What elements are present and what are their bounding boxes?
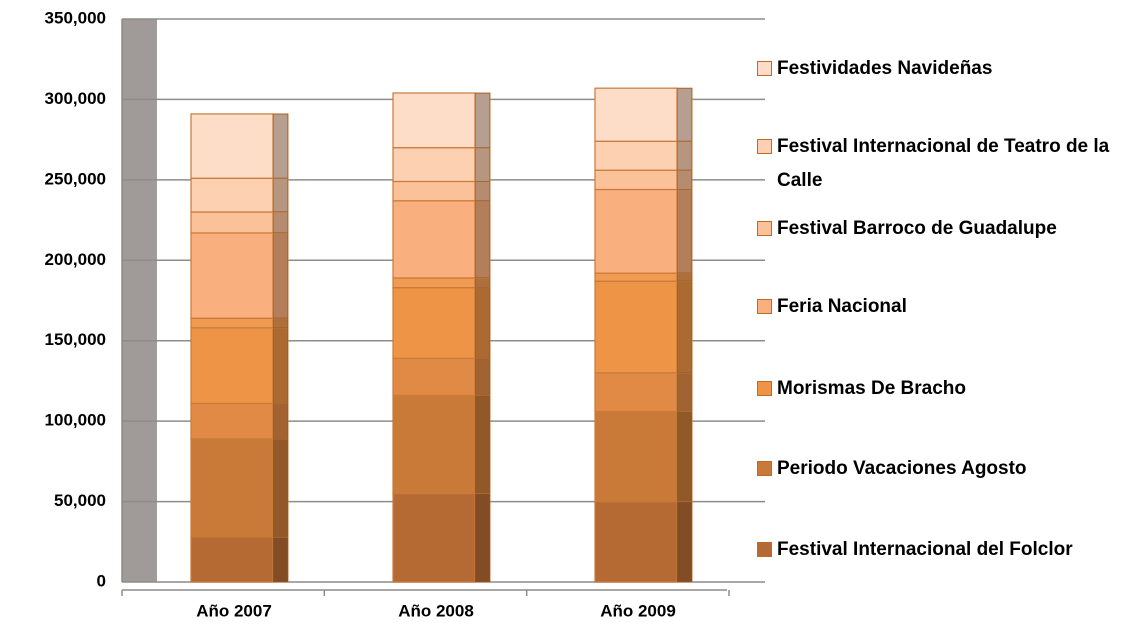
x-tick-label: Año 2009: [600, 601, 676, 620]
legend-label: Festival Internacional del Folclor: [777, 539, 1073, 560]
bar-side-shade: [475, 493, 490, 582]
y-tick-label: 300,000: [45, 89, 106, 108]
bar-segment: [190, 232, 274, 319]
y-tick-label: 350,000: [45, 8, 106, 27]
bar-side-shade: [475, 277, 490, 288]
bar-segment: [594, 272, 678, 282]
bar-side-shade: [677, 372, 692, 412]
bar-segment: [190, 317, 274, 329]
bar-segment: [594, 188, 678, 274]
bar-segment: [594, 87, 678, 142]
y-tick-label: 50,000: [54, 491, 106, 510]
bar-segment: [190, 327, 274, 405]
legend-swatch: [757, 461, 772, 476]
bar-segment: [190, 402, 274, 440]
bar-side-shade: [273, 178, 288, 213]
legend-swatch: [757, 299, 772, 314]
legend-label: Festival Barroco de Guadalupe: [777, 218, 1057, 239]
bar-side-shade: [677, 281, 692, 373]
bar-segment: [392, 147, 476, 183]
bar-side-shade: [273, 318, 288, 328]
bar-segment: [190, 113, 274, 179]
bar-segment: [392, 277, 476, 289]
wall: [122, 19, 157, 582]
legend-label: Morismas De Bracho: [777, 378, 967, 399]
bar-segment: [392, 92, 476, 149]
legend-item: Morismas De Bracho: [757, 372, 1122, 406]
bar-side-shade: [677, 141, 692, 171]
bar-side-shade: [273, 327, 288, 404]
bar-segment: [392, 200, 476, 279]
x-tick-label: Año 2007: [196, 601, 272, 620]
y-tick-label: 150,000: [45, 330, 106, 349]
bar-side: [272, 113, 289, 179]
bar-segment: [392, 287, 476, 360]
bar-segment: [392, 357, 476, 397]
bar-side-shade: [273, 212, 288, 233]
legend-item: Festividades Navideñas: [757, 52, 1122, 86]
bar-side-shade: [273, 113, 288, 179]
bar-segment: [594, 169, 678, 191]
bar-side-shade: [475, 147, 490, 182]
x-tick-label: Año 2008: [398, 601, 474, 620]
bar-side-shade: [475, 200, 490, 278]
bar-side-shade: [677, 411, 692, 502]
bar-segment: [594, 280, 678, 374]
legend-item: Festival Internacional del Folclor: [757, 533, 1122, 567]
y-tick-label: 250,000: [45, 169, 106, 188]
bar-segment: [190, 211, 274, 234]
legend-swatch: [757, 139, 772, 154]
legend-item: Periodo Vacaciones Agosto: [757, 452, 1122, 486]
legend-item: Festival Internacional de Teatro de la C…: [757, 130, 1122, 198]
legend-swatch: [757, 542, 772, 557]
legend-label: Feria Nacional: [777, 296, 907, 317]
y-tick-label: 200,000: [45, 250, 106, 269]
bar-segment: [392, 394, 476, 495]
bar-segment: [190, 438, 274, 538]
legend-item: Festival Barroco de Guadalupe: [757, 212, 1122, 246]
bar-side-shade: [273, 403, 288, 439]
legend-swatch: [757, 381, 772, 396]
bar-side-shade: [677, 189, 692, 274]
bar-side-shade: [273, 232, 288, 319]
bar-side-shade: [677, 273, 692, 282]
bar-segment: [392, 492, 476, 583]
bar-side-shade: [273, 438, 288, 537]
bar-side-shade: [475, 395, 490, 494]
bar-side-shade: [475, 92, 490, 148]
bar-side-shade: [475, 287, 490, 359]
bar-segment: [594, 410, 678, 503]
legend-label: Festival Internacional de Teatro de la C…: [777, 136, 1110, 191]
bar-side-shade: [475, 358, 490, 396]
bar-side-shade: [677, 501, 692, 582]
legend-item: Feria Nacional: [757, 290, 1122, 324]
legend-label: Periodo Vacaciones Agosto: [777, 458, 1027, 479]
y-tick-label: 100,000: [45, 411, 106, 430]
bar-segment: [392, 180, 476, 202]
bar-segment: [594, 500, 678, 583]
bar-segment: [190, 177, 274, 213]
bar-segment: [190, 536, 274, 583]
legend-swatch: [757, 221, 772, 236]
bar-side-shade: [273, 536, 288, 582]
legend-swatch: [757, 61, 772, 76]
legend-label: Festividades Navideñas: [777, 58, 993, 79]
bar-side-shade: [475, 181, 490, 201]
bar-side: [474, 92, 491, 149]
bar-segment: [594, 140, 678, 171]
bar-side-shade: [677, 88, 692, 142]
bar-side-shade: [677, 170, 692, 190]
y-tick-label: 0: [97, 571, 106, 590]
bar-side: [676, 87, 693, 142]
bar-segment: [594, 372, 678, 413]
